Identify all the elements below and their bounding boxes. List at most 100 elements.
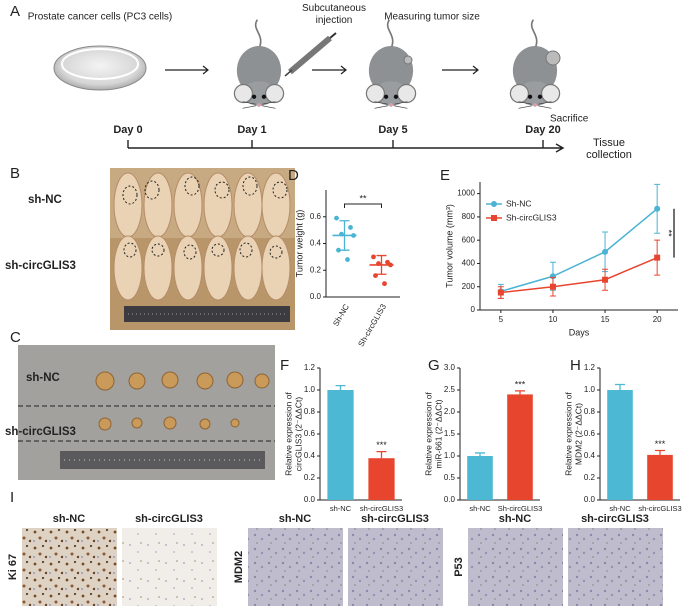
petri-dish-rim [61, 48, 139, 80]
row-label: sh-NC [28, 194, 62, 206]
y-tick-label: 0.0 [310, 292, 322, 301]
ihc-image [22, 528, 117, 606]
step-label: Sacrifice [550, 114, 589, 125]
y-tick-label: 0.2 [584, 473, 596, 482]
group-label: sh-NC [53, 513, 85, 525]
bar [647, 454, 673, 500]
syringe [284, 32, 337, 77]
step-label: Prostate cancer cells (PC3 cells) [28, 12, 173, 23]
data-point [348, 225, 353, 230]
ihc-image [348, 528, 443, 606]
error-bar [655, 449, 665, 455]
annotation: *** [515, 379, 526, 389]
x-tick-label: sh-circGLIS3 [638, 504, 681, 513]
y-tick-label: 0.6 [304, 429, 316, 438]
tumor-photo [18, 345, 275, 480]
mouse-icon [233, 18, 285, 110]
x-tick-label: sh-circGLIS3 [360, 504, 403, 513]
row-label: sh-circGLIS3 [5, 260, 76, 272]
annotation: *** [655, 439, 666, 449]
error-bar [376, 450, 387, 459]
step-arrows [165, 65, 479, 75]
day-label: Day 1 [237, 124, 266, 136]
bar [368, 458, 395, 500]
y-tick-label: 0.0 [444, 495, 456, 504]
step-label: Subcutaneous injection [302, 3, 366, 26]
marker-label: MDM2 [233, 551, 245, 583]
sd-bar [339, 220, 350, 251]
panel-label: D [288, 167, 299, 184]
annotation: ** [359, 193, 367, 203]
y-tick-label: 2.5 [444, 385, 456, 394]
y-axis-label: Tumor weight (g) [294, 210, 304, 278]
y-tick-label: 200 [462, 282, 476, 291]
error-bar [615, 383, 625, 390]
y-axis-label: circGLIS3 (2⁻ΔΔCt) [293, 397, 303, 472]
legend-marker [491, 201, 497, 207]
sd-bar [376, 254, 387, 275]
y-tick-label: 0.4 [304, 451, 316, 460]
y-tick-label: 1.0 [584, 385, 596, 394]
y-axis-label: MDM2 (2⁻ΔΔCt) [573, 403, 583, 465]
data-point [602, 248, 609, 255]
y-tick-label: 400 [462, 259, 476, 268]
data-point [345, 257, 350, 262]
y-tick-label: 2.0 [444, 407, 456, 416]
legend-marker [491, 215, 497, 221]
x-tick-label: Sh-circGLIS3 [356, 302, 388, 348]
data-point [371, 254, 376, 260]
y-tick-label: 3.0 [444, 363, 456, 372]
bar [327, 390, 354, 500]
y-tick-label: 0.6 [584, 429, 596, 438]
x-axis-label: Days [569, 327, 590, 337]
x-tick-label: 10 [548, 315, 557, 324]
y-tick-label: 0.2 [310, 265, 322, 274]
annotation: *** [376, 440, 387, 450]
y-tick-label: 0.8 [304, 407, 316, 416]
x-tick-label: sh-NC [609, 504, 631, 513]
y-tick-label: 0.2 [304, 473, 316, 482]
panel-label: F [280, 357, 289, 374]
row-label: sh-circGLIS3 [5, 426, 76, 438]
data-point [334, 215, 339, 221]
panel-label: E [440, 167, 450, 184]
day-label: Day 5 [378, 124, 407, 136]
y-tick-label: 1.5 [444, 429, 456, 438]
day-label: Day 20 [525, 124, 560, 136]
group-label: sh-circGLIS3 [361, 513, 429, 525]
panel-label: I [10, 489, 14, 506]
timeline-end-label: Tissue collection [586, 137, 632, 161]
annotation: ** [664, 230, 674, 238]
tumor-icon [545, 50, 561, 66]
x-tick-label: Sh-NC [331, 302, 351, 327]
ihc-image [568, 528, 663, 606]
y-tick-label: 1.2 [584, 363, 596, 372]
legend-label: Sh-NC [506, 198, 532, 208]
panel-label: B [10, 165, 20, 182]
marker-label: P53 [453, 557, 465, 577]
group-label: sh-circGLIS3 [581, 513, 649, 525]
ihc-image [248, 528, 343, 606]
y-axis-label: Relative expression of [423, 392, 433, 476]
x-tick-label: 5 [499, 315, 504, 324]
timeline-axis [127, 140, 565, 153]
data-point [549, 283, 556, 290]
group-label: sh-circGLIS3 [135, 513, 203, 525]
tumor-icon [403, 55, 413, 65]
x-tick-label: Sh-circGLIS3 [498, 504, 543, 513]
ihc-image [122, 528, 217, 606]
error-bar [515, 390, 525, 395]
data-point [382, 281, 387, 287]
y-tick-label: 0.0 [304, 495, 316, 504]
y-axis-label: Relative expression of [563, 392, 573, 476]
data-point [497, 289, 504, 296]
bar [507, 394, 533, 500]
group-label: sh-NC [499, 513, 531, 525]
mouse-photo [110, 168, 295, 330]
marker-label: Ki 67 [7, 554, 19, 580]
group-label: sh-NC [279, 513, 311, 525]
panel-label: C [10, 329, 21, 346]
y-tick-label: 1.0 [444, 451, 456, 460]
